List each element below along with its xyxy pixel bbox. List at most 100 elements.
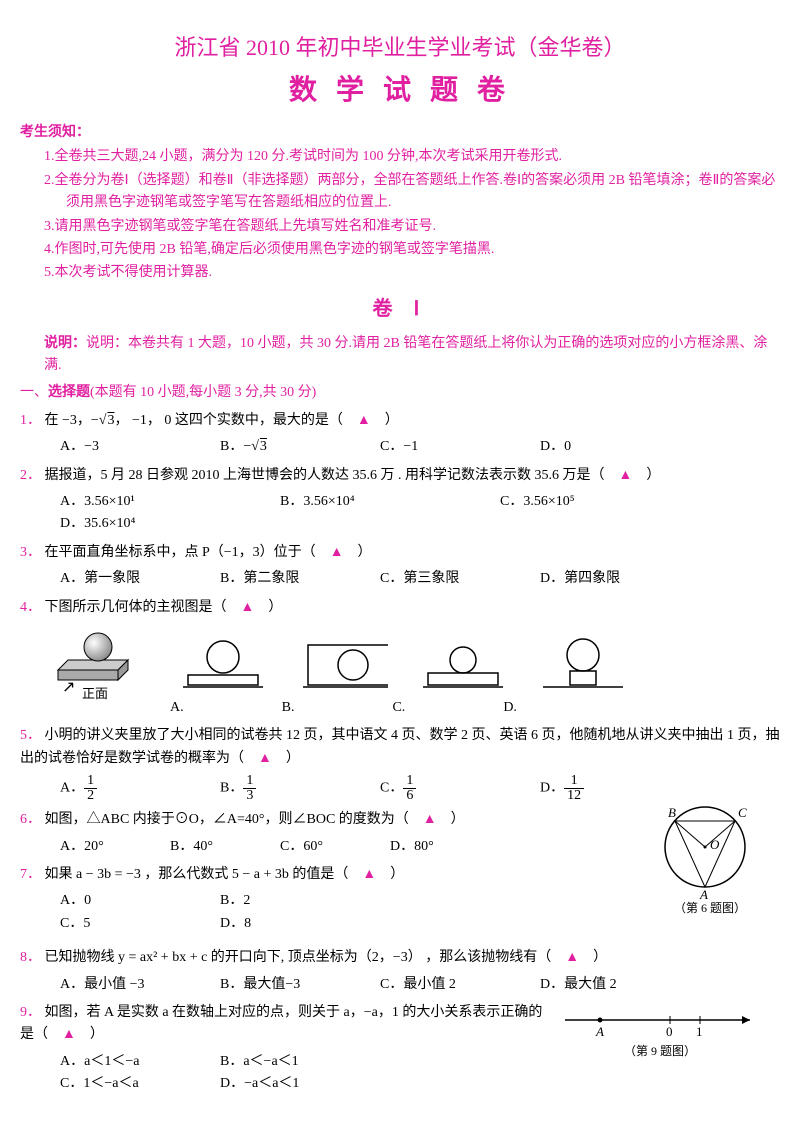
- option-d: D．35.6×10⁴: [60, 513, 280, 535]
- option-label-a: A.: [170, 697, 184, 719]
- option-b: B．a＜−a＜1: [220, 1051, 380, 1073]
- question-9-options: A．a＜1＜−a B．a＜−a＜1 C．1＜−a＜a D．−a＜a＜1: [60, 1051, 460, 1096]
- option-a: A．20°: [60, 836, 170, 858]
- option-figure-a: [178, 635, 268, 695]
- instruction-body: 说明：本卷共有 1 大题，10 小题，共 30 分.请用 2B 铅笔在答题纸上将…: [44, 336, 767, 373]
- front-label: 正面: [82, 684, 108, 705]
- arrow-icon: ↗: [62, 675, 75, 701]
- question-number: 2．: [20, 468, 41, 483]
- option-d: D．最大值 2: [540, 974, 700, 996]
- option-a: A．第一象限: [60, 568, 220, 590]
- option-a: A．0: [60, 890, 220, 912]
- question-number: 5．: [20, 728, 41, 743]
- answer-blank: ▲: [62, 1027, 76, 1042]
- question-text: 在 −3，−: [45, 413, 99, 428]
- option-b: B．2: [220, 890, 380, 912]
- option-c: C．−1: [380, 436, 540, 458]
- answer-blank: ▲: [258, 751, 272, 766]
- option-c: C．第三象限: [380, 568, 540, 590]
- answer-blank: ▲: [423, 812, 437, 827]
- figure-caption: （第 6 题图）: [650, 899, 770, 918]
- option-b: B．3.56×10⁴: [280, 491, 500, 513]
- question-number: 4．: [20, 600, 41, 615]
- option-b: B．−√3: [220, 436, 380, 458]
- option-d: D．第四象限: [540, 568, 700, 590]
- svg-text:1: 1: [696, 1024, 703, 1039]
- option-figure-c: [418, 635, 508, 695]
- volume-heading: 卷 Ⅰ: [20, 293, 780, 325]
- instruction-text: 说明：说明：本卷共有 1 大题，10 小题，共 30 分.请用 2B 铅笔在答题…: [44, 333, 780, 378]
- option-a: A．3.56×10¹: [60, 491, 280, 513]
- question-number: 9．: [20, 1005, 41, 1020]
- option-b: B．最大值−3: [220, 974, 380, 996]
- option-c: C．16: [380, 774, 540, 803]
- question-text: ）: [272, 751, 300, 766]
- notice-item: 3.请用黑色字迹钢笔或签字笔在答题纸上先填写姓名和准考证号.: [44, 216, 780, 238]
- option-d: D．0: [540, 436, 700, 458]
- answer-blank: ▲: [357, 413, 371, 428]
- notice-item: 4.作图时,可先使用 2B 铅笔,确定后必须使用黑色字迹的钢笔或签字笔描黑.: [44, 239, 780, 261]
- question-text: ）: [376, 867, 404, 882]
- option-a: A．a＜1＜−a: [60, 1051, 220, 1073]
- option-d: D．−a＜a＜1: [220, 1073, 380, 1095]
- figure-caption: （第 9 题图）: [560, 1042, 760, 1061]
- option-a: A．最小值 −3: [60, 974, 220, 996]
- option-a: A．−3: [60, 436, 220, 458]
- notice-item: 2.全卷分为卷Ⅰ（选择题）和卷Ⅱ（非选择题）两部分，全部在答题纸上作答.卷Ⅰ的答…: [44, 170, 780, 215]
- question-9-figure: A 0 1 （第 9 题图）: [560, 1002, 760, 1061]
- question-2-options: A．3.56×10¹ B．3.56×10⁴ C．3.56×10⁵ D．35.6×…: [60, 491, 780, 536]
- solid-figure: ↗ 正面: [48, 625, 148, 695]
- question-4-figures: ↗ 正面: [48, 625, 780, 695]
- question-text: ）: [76, 1027, 104, 1042]
- question-text: 下图所示几何体的主视图是（: [45, 600, 241, 615]
- number-line-icon: A 0 1: [560, 1002, 760, 1042]
- question-text: ）: [579, 950, 607, 965]
- question-text: 在平面直角坐标系中，点 P（−1，3）位于（: [45, 545, 330, 560]
- svg-text:A: A: [595, 1024, 604, 1039]
- answer-blank: ▲: [241, 600, 255, 615]
- option-b: B．40°: [170, 836, 280, 858]
- notice-heading: 考生须知：: [20, 122, 780, 144]
- svg-text:0: 0: [666, 1024, 673, 1039]
- question-7-options: A．0 B．2 C．5 D．8: [60, 890, 460, 935]
- option-c: C．5: [60, 913, 220, 935]
- option-figure-b: [298, 635, 388, 695]
- option-label-c: C.: [392, 697, 405, 719]
- answer-blank: ▲: [619, 468, 633, 483]
- notice-list: 1.全卷共三大题,24 小题，满分为 120 分.考试时间为 100 分钟,本次…: [44, 146, 780, 284]
- vertex-a: A: [699, 887, 708, 899]
- exam-subject-title: 数 学 试 题 卷: [20, 69, 780, 114]
- question-text: 如图，△ABC 内接于⊙O，∠A=40°，则∠BOC 的度数为（: [45, 812, 423, 827]
- question-text: ）: [632, 468, 660, 483]
- option-b: B．第二象限: [220, 568, 380, 590]
- notice-item: 1.全卷共三大题,24 小题，满分为 120 分.考试时间为 100 分钟,本次…: [44, 146, 780, 168]
- question-text: ）: [254, 600, 282, 615]
- answer-blank: ▲: [330, 545, 344, 560]
- center-o: O: [710, 837, 720, 852]
- question-8: 8． 已知抛物线 y = ax² + bx + c 的开口向下, 顶点坐标为（2…: [20, 947, 780, 969]
- option-label-d: D.: [503, 697, 517, 719]
- question-text: 小明的讲义夹里放了大小相同的试卷共 12 页，其中语文 4 页、数学 2 页、英…: [20, 728, 780, 765]
- option-c: C．60°: [280, 836, 390, 858]
- answer-blank: ▲: [362, 867, 376, 882]
- question-6-options: A．20° B．40° C．60° D．80°: [60, 836, 640, 858]
- option-a: A．12: [60, 774, 220, 803]
- question-4-option-labels: A. B. C. D.: [170, 697, 780, 719]
- option-d: D．112: [540, 774, 700, 803]
- answer-blank: ▲: [565, 950, 579, 965]
- option-c: C．3.56×10⁵: [500, 491, 720, 513]
- option-d: D．8: [220, 913, 380, 935]
- question-6: 6． 如图，△ABC 内接于⊙O，∠A=40°，则∠BOC 的度数为（ ▲ ）: [20, 809, 780, 831]
- question-8-options: A．最小值 −3 B．最大值−3 C．最小值 2 D．最大值 2: [60, 974, 780, 996]
- notice-item: 5.本次考试不得使用计算器.: [44, 262, 780, 284]
- question-1-options: A．−3 B．−√3 C．−1 D．0: [60, 436, 780, 458]
- option-figure-d: [538, 635, 628, 695]
- question-text: ）: [344, 545, 372, 560]
- exam-province-title: 浙江省 2010 年初中毕业生学业考试（金华卷）: [20, 30, 780, 65]
- option-d: D．80°: [390, 836, 500, 858]
- question-2: 2． 据报道，5 月 28 日参观 2010 上海世博会的人数达 35.6 万 …: [20, 465, 780, 487]
- question-text: 据报道，5 月 28 日参观 2010 上海世博会的人数达 35.6 万 . 用…: [45, 468, 619, 483]
- question-5-options: A．12 B．13 C．16 D．112: [60, 774, 780, 803]
- question-1: 1． 在 −3，−√3， −1， 0 这四个实数中，最大的是（ ▲ ）: [20, 410, 780, 432]
- question-number: 7．: [20, 867, 41, 882]
